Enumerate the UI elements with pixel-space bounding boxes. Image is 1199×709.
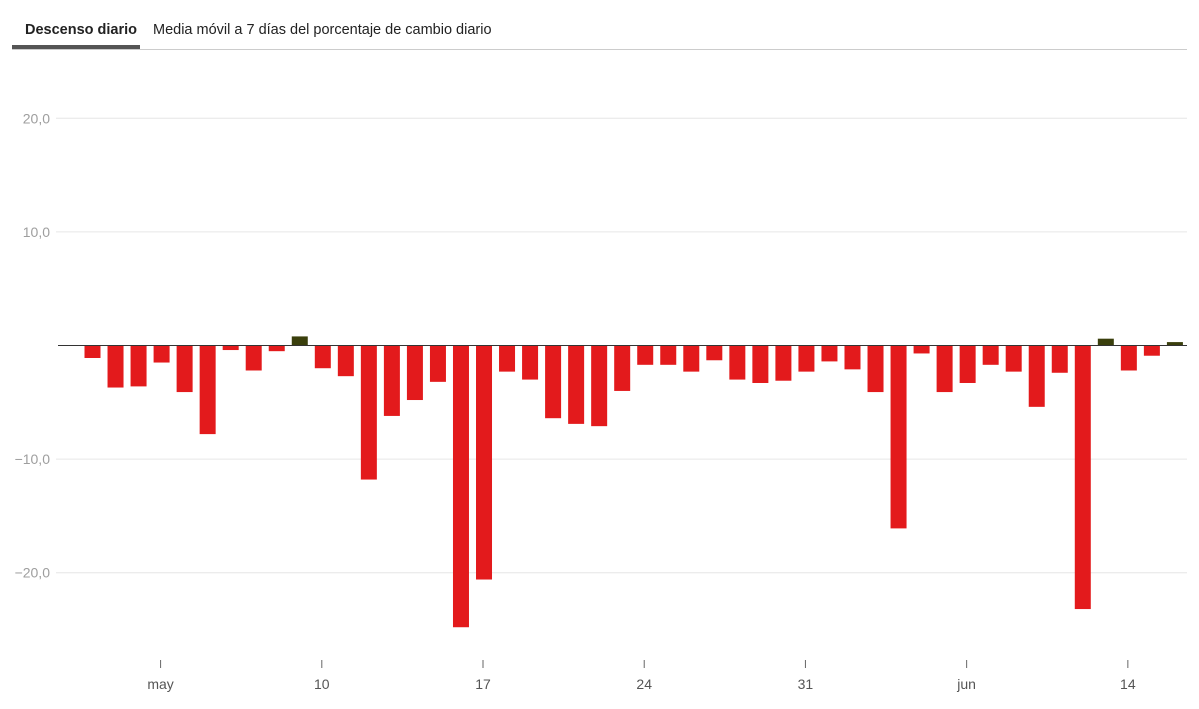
- bar: [245, 345, 262, 371]
- bar: [545, 345, 562, 419]
- bar: [429, 345, 446, 382]
- bar: [890, 345, 907, 529]
- bar: [199, 345, 216, 435]
- bar: [360, 345, 377, 480]
- tab-media-movil[interactable]: Media móvil a 7 días del porcentaje de c…: [153, 22, 492, 38]
- bar: [130, 345, 147, 387]
- bar: [291, 336, 308, 346]
- bar: [936, 345, 953, 393]
- bar: [406, 345, 423, 401]
- bar: [1166, 342, 1183, 346]
- bar: [775, 345, 792, 381]
- bar: [522, 345, 539, 380]
- bar: [867, 345, 884, 393]
- bar: [752, 345, 769, 383]
- y-tick-label: −10,0: [15, 451, 51, 467]
- bar: [1120, 345, 1137, 371]
- bar: [1074, 345, 1091, 610]
- x-tick-label: may: [147, 676, 173, 692]
- bar: [844, 345, 861, 370]
- bar: [821, 345, 838, 362]
- bar: [107, 345, 124, 388]
- bar: [176, 345, 193, 393]
- x-tick-label: 10: [314, 676, 330, 692]
- bar: [222, 345, 239, 351]
- bar: [314, 345, 331, 369]
- bar: [1097, 338, 1114, 346]
- bar: [798, 345, 815, 372]
- bar: [268, 345, 285, 352]
- bar: [982, 345, 999, 365]
- bar: [729, 345, 746, 380]
- bar: [913, 345, 930, 354]
- bar: [452, 345, 469, 628]
- bar: [1143, 345, 1160, 356]
- bar: [476, 345, 493, 580]
- x-tick-label: 24: [636, 676, 652, 692]
- x-tick-label: 17: [475, 676, 491, 692]
- bar: [660, 345, 677, 365]
- bar: [383, 345, 400, 416]
- tab-descenso-diario[interactable]: Descenso diario: [25, 22, 138, 38]
- bar: [959, 345, 976, 383]
- bar: [706, 345, 723, 361]
- active-tab-indicator: [12, 45, 140, 49]
- y-tick-label: −20,0: [15, 565, 51, 581]
- y-tick-label: 20,0: [23, 110, 50, 126]
- bar: [614, 345, 631, 391]
- x-tick-label: jun: [956, 676, 976, 692]
- bar: [499, 345, 516, 372]
- bar: [683, 345, 700, 372]
- bar: [1028, 345, 1045, 407]
- y-tick-label: 10,0: [23, 224, 50, 240]
- bar: [637, 345, 654, 365]
- x-tick-label: 31: [798, 676, 814, 692]
- bar: [153, 345, 170, 363]
- bar: [568, 345, 585, 424]
- bar: [1051, 345, 1068, 373]
- bar: [337, 345, 354, 377]
- bar: [591, 345, 608, 427]
- x-tick-label: 14: [1120, 676, 1136, 692]
- bar: [84, 345, 101, 358]
- chart-tabs: Descenso diario Media móvil a 7 días del…: [12, 0, 1187, 50]
- bar: [1005, 345, 1022, 372]
